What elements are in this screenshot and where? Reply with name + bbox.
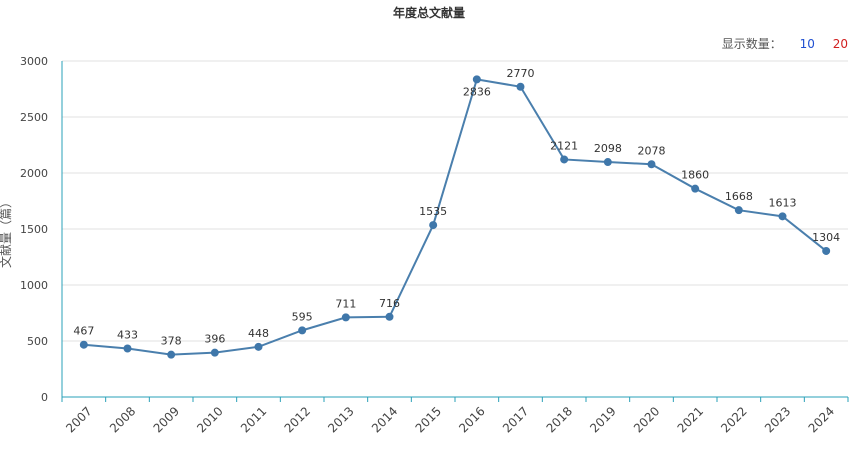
data-point [472, 75, 481, 84]
data-point [778, 212, 787, 221]
x-tick-label: 2018 [544, 404, 575, 435]
chart-title: 年度总文献量 [392, 6, 465, 20]
data-label: 2121 [550, 139, 578, 152]
series-line-layer [83, 78, 827, 356]
data-point [79, 340, 88, 349]
data-label: 2836 [463, 85, 491, 98]
data-label: 2098 [594, 142, 622, 155]
x-tick-label: 2014 [369, 404, 400, 435]
data-label: 433 [117, 329, 138, 342]
data-label: 467 [73, 325, 94, 338]
data-point [167, 350, 176, 359]
x-tick-label: 2010 [194, 404, 225, 435]
display-count-label: 显示数量： [721, 37, 782, 51]
data-label: 716 [379, 297, 400, 310]
x-tick-label: 2019 [587, 404, 618, 435]
y-tick-label: 2000 [20, 167, 48, 180]
data-label: 711 [335, 297, 356, 310]
x-tick-label: 2023 [762, 404, 793, 435]
data-point [603, 158, 612, 167]
x-tick-label: 2012 [282, 404, 313, 435]
data-point [734, 206, 743, 215]
x-tick-label: 2020 [631, 404, 662, 435]
series-line [83, 78, 827, 356]
data-point [429, 221, 438, 230]
data-point [210, 348, 219, 357]
data-label: 1304 [812, 231, 840, 244]
data-point [254, 342, 263, 351]
data-label: 396 [204, 333, 225, 346]
x-tick-label: 2009 [151, 404, 182, 435]
data-point [516, 82, 525, 91]
x-tick-label: 2013 [325, 404, 356, 435]
display-count-option-20[interactable]: 20 [832, 37, 848, 51]
data-point [560, 155, 569, 164]
data-label: 1535 [419, 205, 447, 218]
data-point [341, 313, 350, 322]
y-tick-label: 500 [27, 335, 48, 348]
y-tick-label: 3000 [20, 55, 48, 68]
grid-lines [62, 60, 848, 342]
data-label: 378 [161, 335, 182, 348]
data-point [647, 160, 656, 169]
data-point [822, 246, 831, 255]
y-axis-title: 文献量（篇） [0, 196, 13, 268]
x-tick-label: 2022 [718, 404, 749, 435]
display-count-option-10[interactable]: 10 [799, 37, 815, 51]
display-count-selector: 显示数量： 10 20 [722, 35, 848, 52]
data-label: 1860 [681, 169, 709, 182]
y-tick-label: 1500 [20, 223, 48, 236]
y-tick-label: 2500 [20, 111, 48, 124]
data-labels: 467 433 378 396 448 595 711 716 1535 2836 2770 2121… [73, 67, 840, 348]
data-point [385, 312, 394, 321]
x-tick-label: 2011 [238, 404, 269, 435]
x-tick-label: 2007 [63, 404, 94, 435]
x-tick-label: 2017 [500, 404, 531, 435]
axes: 0 500 1000 1500 2000 2500 3000 2007 2008 2009 2010… [20, 55, 849, 436]
y-tick-label: 1000 [20, 279, 48, 292]
y-tick-label: 0 [41, 391, 48, 404]
data-label: 448 [248, 327, 269, 340]
data-label: 2770 [507, 67, 535, 80]
x-tick-label: 2015 [413, 404, 444, 435]
data-label: 595 [292, 310, 313, 323]
x-tick-label: 2021 [675, 404, 706, 435]
x-tick-label: 2016 [456, 404, 487, 435]
data-points [79, 75, 831, 359]
data-point [691, 184, 700, 193]
data-point [298, 326, 307, 335]
data-label: 2078 [638, 144, 666, 157]
data-label: 1668 [725, 190, 753, 203]
data-point [123, 344, 132, 353]
data-label: 1613 [769, 196, 797, 209]
x-tick-label: 2024 [806, 404, 837, 435]
x-tick-label: 2008 [107, 404, 138, 435]
